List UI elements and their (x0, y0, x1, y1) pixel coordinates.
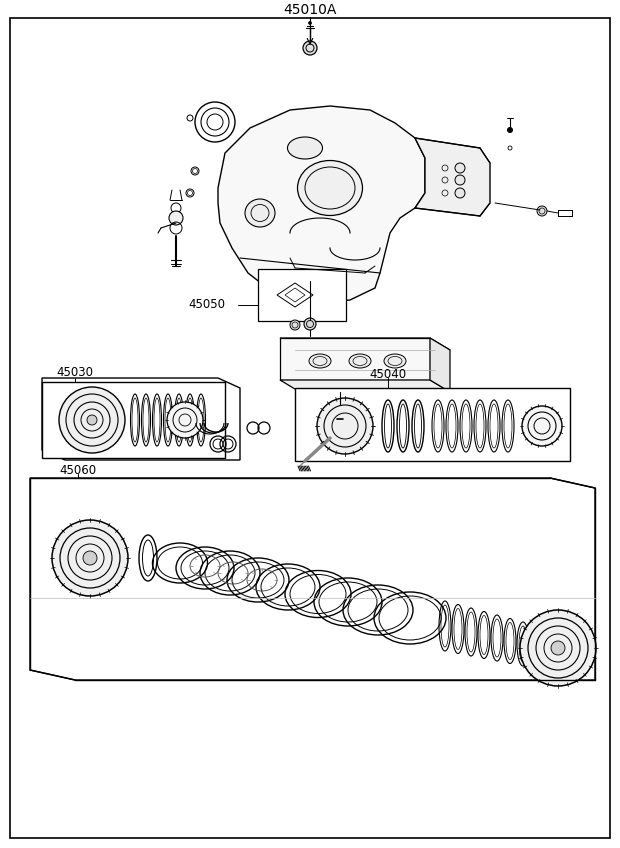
Circle shape (59, 387, 125, 453)
Circle shape (309, 21, 311, 25)
Circle shape (169, 211, 183, 225)
Text: 45050: 45050 (188, 298, 225, 311)
Circle shape (537, 206, 547, 216)
Circle shape (522, 406, 562, 446)
Text: 45060: 45060 (60, 464, 97, 477)
Polygon shape (42, 382, 225, 458)
Ellipse shape (245, 199, 275, 227)
Ellipse shape (384, 354, 406, 368)
Polygon shape (295, 388, 570, 461)
Polygon shape (280, 338, 450, 350)
Circle shape (167, 402, 203, 438)
Circle shape (87, 415, 97, 425)
Circle shape (520, 610, 596, 686)
Circle shape (317, 398, 373, 454)
Circle shape (455, 175, 465, 185)
Circle shape (303, 41, 317, 55)
Circle shape (455, 163, 465, 173)
Text: 45010A: 45010A (283, 3, 337, 17)
Polygon shape (218, 106, 425, 303)
Circle shape (455, 188, 465, 198)
Polygon shape (415, 138, 490, 216)
Circle shape (508, 127, 513, 132)
Circle shape (304, 318, 316, 330)
Bar (258, 269, 346, 321)
Ellipse shape (298, 160, 363, 215)
Circle shape (551, 641, 565, 655)
Circle shape (52, 520, 128, 596)
Circle shape (290, 320, 300, 330)
Ellipse shape (288, 137, 322, 159)
Polygon shape (280, 380, 450, 392)
Circle shape (335, 403, 345, 413)
Text: 45030: 45030 (56, 366, 94, 380)
Circle shape (83, 551, 97, 565)
Polygon shape (42, 378, 240, 460)
Polygon shape (430, 338, 450, 392)
Polygon shape (30, 478, 595, 680)
Text: 45040: 45040 (370, 367, 407, 381)
Ellipse shape (349, 354, 371, 368)
Polygon shape (280, 338, 430, 380)
Ellipse shape (309, 354, 331, 368)
Circle shape (334, 410, 346, 422)
